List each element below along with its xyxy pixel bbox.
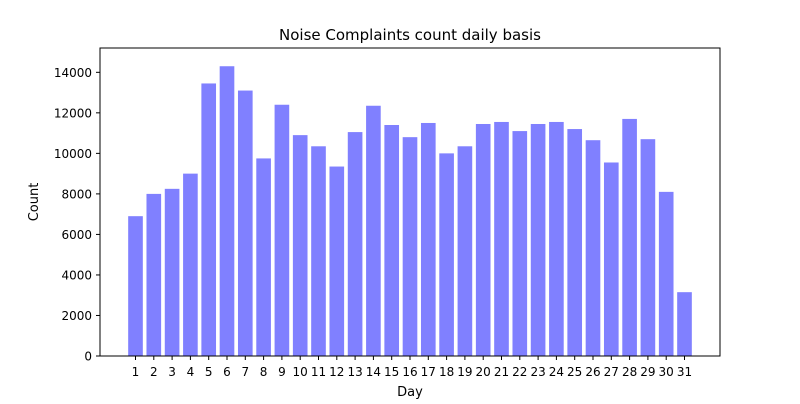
x-tick-label: 4 — [187, 365, 195, 379]
y-tick-label: 0 — [84, 350, 92, 364]
bar-day-16 — [402, 137, 418, 356]
bar-day-3 — [164, 188, 180, 356]
bar-day-28 — [622, 118, 637, 356]
y-tick-label: 6000 — [61, 228, 92, 242]
bar-day-2 — [146, 193, 162, 356]
bar-day-8 — [256, 158, 271, 356]
bar-day-25 — [567, 129, 583, 356]
y-axis-ticks: 0 2000 4000 6000 8000 10000 12000 14000 — [54, 66, 100, 364]
y-axis-title: Count — [27, 183, 42, 222]
bar-day-22 — [512, 131, 528, 356]
x-tick-label: 15 — [384, 365, 399, 379]
x-tick-label: 7 — [241, 365, 249, 379]
bar-day-18 — [439, 153, 454, 356]
bar-day-1 — [128, 216, 143, 356]
x-tick-label: 22 — [512, 365, 527, 379]
x-axis-title: Day — [397, 385, 423, 400]
x-tick-label: 13 — [347, 365, 362, 379]
y-tick-label: 4000 — [61, 268, 92, 282]
bar-day-29 — [640, 139, 656, 356]
x-tick-label: 2 — [150, 365, 158, 379]
y-tick-label: 10000 — [54, 147, 92, 161]
x-tick-label: 12 — [329, 365, 344, 379]
x-tick-label: 27 — [604, 365, 619, 379]
x-tick-label: 18 — [439, 365, 454, 379]
plot-frame — [99, 47, 721, 357]
bar-day-17 — [420, 122, 436, 356]
x-tick-label: 6 — [223, 365, 231, 379]
x-tick-label: 14 — [366, 365, 381, 379]
x-tick-label: 20 — [476, 365, 491, 379]
x-tick-label: 3 — [168, 365, 176, 379]
x-tick-label: 16 — [402, 365, 417, 379]
x-tick-label: 8 — [260, 365, 268, 379]
bar-day-23 — [530, 123, 546, 357]
x-tick-label: 31 — [677, 365, 692, 379]
bar-day-11 — [311, 146, 326, 356]
bar-day-15 — [384, 125, 400, 356]
x-tick-label: 11 — [311, 365, 326, 379]
bar-day-10 — [292, 135, 308, 356]
bar-day-12 — [329, 166, 345, 356]
y-tick-label: 2000 — [61, 309, 92, 323]
x-tick-label: 21 — [494, 365, 509, 379]
x-tick-label: 26 — [585, 365, 600, 379]
bar-day-24 — [549, 121, 564, 357]
chart-title: Noise Complaints count daily basis — [279, 26, 541, 44]
x-tick-label: 25 — [567, 365, 582, 379]
bar-day-20 — [475, 123, 491, 357]
x-tick-label: 5 — [205, 365, 213, 379]
x-tick-label: 30 — [659, 365, 674, 379]
x-tick-label: 17 — [421, 365, 436, 379]
x-tick-label: 23 — [530, 365, 545, 379]
bar-day-14 — [366, 105, 381, 356]
bar-day-21 — [494, 121, 509, 357]
bar-day-19 — [457, 146, 473, 356]
x-tick-label: 19 — [457, 365, 472, 379]
x-tick-label: 24 — [549, 365, 564, 379]
bar-day-6 — [219, 66, 235, 357]
bar-day-4 — [183, 173, 198, 356]
y-tick-label: 8000 — [61, 187, 92, 201]
x-axis-ticks: 1 2 3 4 5 6 7 8 9 10 11 12 13 14 15 16 17 18 19 20 21 22 23 24 2… — [132, 356, 692, 379]
x-tick-label: 10 — [293, 365, 308, 379]
x-tick-label: 9 — [278, 365, 286, 379]
x-tick-label: 1 — [132, 365, 140, 379]
y-tick-label: 12000 — [54, 106, 92, 120]
bar-day-13 — [347, 132, 363, 356]
bar-day-31 — [677, 292, 692, 356]
x-tick-label: 28 — [622, 365, 637, 379]
bar-day-26 — [585, 140, 601, 356]
x-tick-label: 29 — [640, 365, 655, 379]
bar-day-7 — [237, 90, 253, 357]
bar-day-5 — [201, 83, 217, 357]
bar-day-27 — [603, 162, 619, 356]
bars-layer — [128, 66, 692, 357]
bar-day-9 — [274, 104, 290, 357]
y-tick-label: 14000 — [54, 66, 92, 80]
bar-day-30 — [658, 191, 674, 356]
